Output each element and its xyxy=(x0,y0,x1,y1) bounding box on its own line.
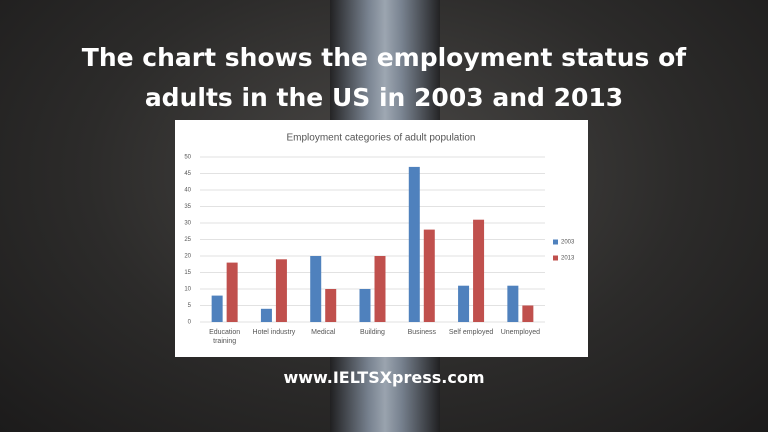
legend-swatch xyxy=(553,239,558,245)
bar xyxy=(507,285,519,322)
bar xyxy=(458,285,470,322)
y-tick-label: 50 xyxy=(184,155,191,161)
bar xyxy=(260,308,272,322)
bar xyxy=(275,259,287,322)
x-tick-label: Business xyxy=(407,329,436,336)
x-tick-label: Education training xyxy=(209,329,241,345)
y-tick-label: 5 xyxy=(188,303,192,309)
y-tick-label: 35 xyxy=(184,204,191,210)
bar xyxy=(359,289,371,322)
legend-swatch xyxy=(553,255,558,261)
legend-label: 2003 xyxy=(561,240,575,246)
legend-label: 2013 xyxy=(561,256,575,262)
bar xyxy=(473,219,485,322)
x-tick-label: Medical xyxy=(311,329,336,336)
x-tick-label: Self employed xyxy=(448,329,494,336)
y-tick-label: 40 xyxy=(184,188,191,194)
bar xyxy=(211,295,223,322)
chart: Employment categories of adult populatio… xyxy=(184,133,575,326)
bar xyxy=(226,262,238,322)
y-tick-label: 0 xyxy=(188,320,192,326)
chart-card: Employment categories of adult populatio… xyxy=(175,120,588,357)
page-title: The chart shows the employment status of… xyxy=(81,43,687,112)
bar xyxy=(522,305,534,322)
y-tick-label: 30 xyxy=(184,221,191,227)
x-tick-label: Building xyxy=(360,329,385,336)
y-tick-label: 20 xyxy=(184,254,191,260)
bar xyxy=(408,166,420,322)
chart-title: Employment categories of adult populatio… xyxy=(286,133,475,144)
y-tick-label: 15 xyxy=(184,270,191,276)
y-tick-label: 25 xyxy=(184,237,191,243)
bar xyxy=(310,256,322,322)
bar xyxy=(423,229,435,322)
bar xyxy=(374,256,386,322)
x-tick-label: Unemployed xyxy=(500,329,540,336)
y-tick-label: 10 xyxy=(184,287,191,293)
bar xyxy=(325,289,337,322)
x-tick-label: Hotel industry xyxy=(252,329,296,336)
y-tick-label: 45 xyxy=(184,171,191,177)
footer-url: www.IELTSXpress.com xyxy=(283,368,485,387)
